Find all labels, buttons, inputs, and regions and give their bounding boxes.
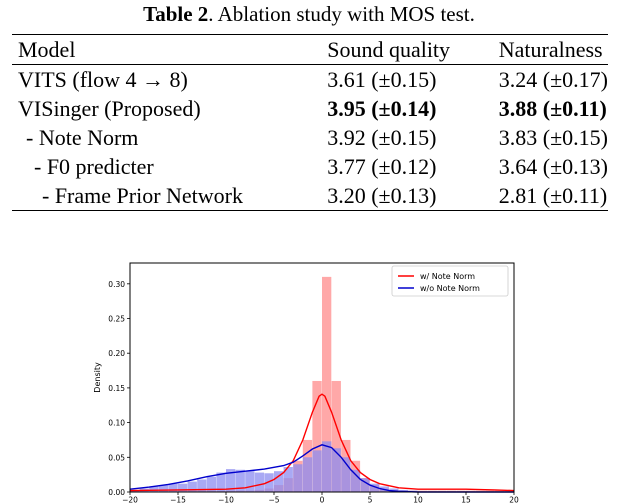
histogram-bar: [312, 380, 322, 492]
table-caption-text: . Ablation study with MOS test.: [208, 2, 475, 26]
y-tick-label: 0.00: [108, 488, 125, 497]
histogram-bar: [331, 448, 341, 492]
density-histogram-chart: 0.00 0.05 0.10 0.15 0.20 0.25 0.30 −20 −15 −10 −5…: [93, 262, 519, 504]
histogram-bar: [312, 450, 322, 492]
x-tick-label: 0: [320, 496, 325, 504]
histogram-bar: [264, 473, 274, 492]
row-nat: 2.81 (±0.11): [498, 181, 608, 211]
histogram-bar: [168, 483, 178, 492]
histogram-bar: [341, 457, 351, 492]
histogram-bar: [360, 478, 370, 492]
histogram-bar: [331, 380, 341, 492]
x-tick-label: −20: [122, 496, 138, 504]
histogram-bar: [206, 476, 217, 492]
kde-line: [129, 444, 514, 493]
histogram-bar: [322, 441, 332, 492]
row-nat: 3.88 (±0.11): [498, 95, 607, 121]
y-tick-label: 0.25: [108, 315, 125, 324]
histogram-bar: [149, 486, 159, 492]
row-model: - Frame Prior Network: [12, 181, 328, 211]
table-header-row: Model Sound quality Naturalness: [12, 34, 608, 65]
legend-box: [391, 265, 509, 297]
row-model: - F0 predicter: [34, 153, 154, 179]
histogram-bar: [283, 467, 293, 492]
x-tick-label: 5: [368, 496, 373, 504]
table-row: - F0 predicter 3.77 (±0.12) 3.64 (±0.13): [12, 152, 608, 181]
row-sound: 3.95 (±0.14): [327, 95, 437, 121]
header-model: Model: [12, 34, 328, 65]
row-sound: 3.77 (±0.12): [327, 153, 437, 179]
y-axis-label: Density: [93, 362, 102, 393]
kde-line: [129, 393, 515, 492]
histogram-bar: [254, 472, 265, 492]
table-row: VISinger (Proposed) 3.95 (±0.14) 3.88 (±…: [12, 94, 608, 123]
y-tick-label: 0.10: [108, 419, 125, 428]
kde-curves: [129, 393, 515, 493]
histogram-bars: [130, 276, 514, 492]
x-tick-label: 10: [413, 496, 423, 504]
chart-legend: w/ Note Norm w/o Note Norm: [391, 265, 509, 297]
legend-label: w/ Note Norm: [420, 272, 475, 281]
row-nat: 3.64 (±0.13): [498, 153, 608, 179]
histogram-bar: [274, 471, 284, 492]
row-model: VITS (flow 4 → 8): [12, 64, 328, 94]
histogram-bar: [197, 479, 207, 492]
row-sound: 3.92 (±0.15): [327, 124, 437, 150]
header-sound-quality: Sound quality: [327, 34, 499, 65]
x-tick-label: −15: [170, 496, 186, 504]
histogram-bar: [187, 481, 197, 492]
table-label: Table 2: [143, 2, 209, 26]
histogram-bar: [350, 469, 361, 492]
x-tick-label: 15: [461, 496, 471, 504]
histogram-bar: [245, 471, 255, 492]
y-tick-label: 0.30: [108, 280, 125, 289]
histogram-bar: [370, 483, 380, 492]
header-naturalness: Naturalness: [498, 34, 608, 65]
x-tick-label: −10: [218, 496, 234, 504]
x-axis-ticks: −20 −15 −10 −5 0 5 10 15 20: [122, 492, 519, 504]
row-nat: 3.83 (±0.15): [498, 124, 608, 150]
histogram-bar: [322, 276, 332, 492]
table-caption: Table 2. Ablation study with MOS test.: [0, 2, 618, 27]
y-tick-label: 0.20: [108, 349, 125, 358]
histogram-bar: [235, 469, 245, 492]
histogram-bar: [158, 485, 169, 492]
histogram-bar: [293, 464, 303, 492]
y-axis-ticks: 0.00 0.05 0.10 0.15 0.20 0.25 0.30: [108, 280, 130, 497]
row-sound: 3.61 (±0.15): [327, 64, 499, 94]
histogram-bar: [216, 472, 226, 492]
histogram-bar: [226, 469, 236, 492]
table-row: - Note Norm 3.92 (±0.15) 3.83 (±0.15): [12, 123, 608, 152]
y-tick-label: 0.05: [108, 453, 125, 462]
row-model: VISinger (Proposed): [18, 95, 201, 121]
ablation-table: Model Sound quality Naturalness VITS (fl…: [12, 34, 608, 211]
row-model: - Note Norm: [26, 124, 139, 150]
table-row: VITS (flow 4 → 8) 3.61 (±0.15) 3.24 (±0.…: [12, 64, 608, 94]
histogram-bar: [178, 483, 188, 492]
y-tick-label: 0.15: [108, 384, 125, 393]
table-row: - Frame Prior Network 3.20 (±0.13) 2.81 …: [12, 181, 608, 211]
x-tick-label: −5: [268, 496, 279, 504]
row-sound: 3.20 (±0.13): [327, 181, 499, 211]
legend-label: w/o Note Norm: [420, 284, 480, 293]
row-nat: 3.24 (±0.17): [498, 64, 608, 94]
histogram-bar: [302, 457, 313, 492]
x-tick-label: 20: [509, 496, 519, 504]
